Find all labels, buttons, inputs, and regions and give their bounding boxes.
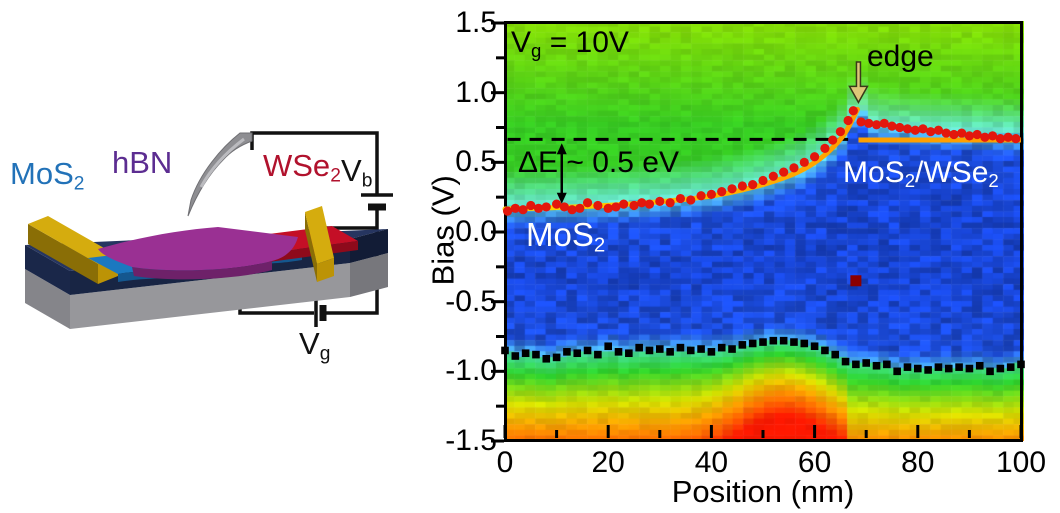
region-hetero-text1: MoS: [843, 156, 905, 189]
region-hetero-sub2: 2: [988, 170, 999, 192]
substrate-left-face: [25, 269, 70, 329]
label-vb-text: V: [341, 153, 362, 188]
left-contact-top-face: [28, 216, 118, 264]
label-vg: Vg: [299, 326, 331, 365]
right-contact-top-face: [305, 206, 334, 264]
hbn-top-face: [98, 227, 298, 271]
device-schematic: [25, 131, 393, 329]
annotation-region-heterojunction: MoS2/WSe2: [843, 157, 999, 191]
region-hetero-text2: /WSe: [915, 156, 989, 189]
tip-highlight: [199, 137, 245, 188]
x-tick-label: 40: [694, 446, 729, 479]
label-hbn-text: hBN: [112, 145, 173, 180]
y-tick-label: -0.5: [445, 284, 497, 318]
x-tick-label: 100: [995, 446, 1047, 479]
x-tick-label: 0: [496, 446, 514, 479]
substrate-right-face: [350, 253, 388, 297]
hbn-flake: [98, 227, 298, 280]
label-wse2-text: WSe: [263, 148, 331, 183]
region-mos2-text: MoS: [526, 216, 594, 253]
label-mos2-text: MoS: [10, 156, 74, 191]
hbn-front-face: [132, 261, 272, 280]
label-vg-sub: g: [319, 343, 331, 365]
right-contact-side-face: [305, 212, 317, 282]
y-tick-label: -1.5: [445, 423, 497, 457]
annotation-delta-e: ΔE ~ 0.5 eV: [518, 146, 679, 179]
label-mos2-sub: 2: [73, 173, 85, 195]
region-mos2-sub: 2: [593, 233, 606, 257]
heatmap-canvas: [504, 21, 1024, 441]
label-hbn: hBN: [112, 145, 173, 180]
label-vb-sub: b: [361, 170, 373, 192]
y-tick-label: 1.5: [455, 6, 497, 39]
x-tick-label: 20: [591, 446, 625, 479]
annotation-edge: edge: [867, 40, 934, 73]
right-contact-end-face: [317, 258, 334, 282]
label-vb: Vb: [341, 153, 373, 192]
substrate: [25, 253, 388, 329]
region-hetero-sub1: 2: [904, 170, 916, 192]
annotation-region-mos2: MoS2: [526, 216, 606, 257]
dielectric-left-face: [25, 245, 70, 295]
gate-voltage-value: = 10V: [541, 26, 629, 59]
x-tick-label: 80: [901, 446, 935, 479]
y-tick-label: -1.0: [445, 354, 497, 388]
y-tick-label: 1.0: [455, 75, 497, 109]
right-contact: [305, 206, 334, 282]
left-contact-side-face: [28, 224, 98, 284]
label-wse2-sub: 2: [330, 165, 341, 187]
label-mos2: MoS2: [10, 156, 85, 195]
substrate-front-face: [70, 263, 350, 329]
y-tick-label: 0.0: [455, 214, 497, 248]
y-tick-label: 0.5: [455, 145, 497, 179]
x-tick-label: 60: [797, 446, 832, 479]
annotation-gate-voltage: Vg = 10V: [511, 27, 629, 61]
stm-tip: [187, 132, 253, 217]
tip-body: [187, 132, 253, 217]
gate-voltage-sub: g: [531, 40, 542, 62]
gate-voltage-base: V: [511, 26, 532, 59]
x-axis-title: Position (nm): [671, 474, 855, 509]
dielectric-right-face: [350, 229, 388, 263]
label-vg-text: V: [299, 326, 320, 361]
label-wse2: WSe2: [263, 148, 341, 187]
